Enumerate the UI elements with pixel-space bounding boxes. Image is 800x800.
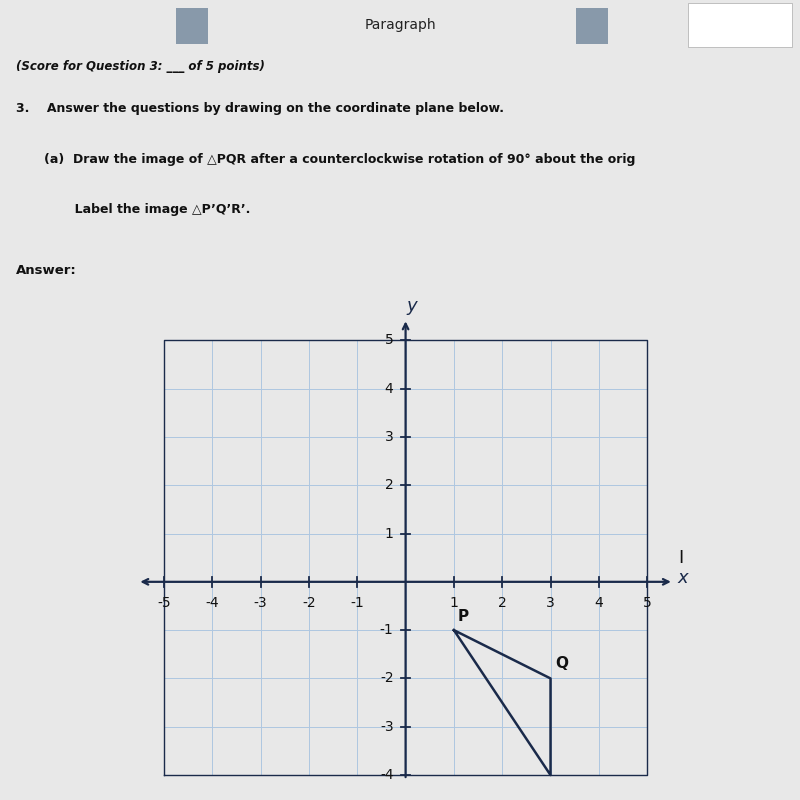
- Text: -3: -3: [254, 596, 267, 610]
- Text: 1: 1: [450, 596, 458, 610]
- Text: x: x: [677, 569, 688, 587]
- Text: (a)  Draw the image of △PQR after a counterclockwise rotation of 90° about the o: (a) Draw the image of △PQR after a count…: [44, 153, 635, 166]
- Bar: [176, 8, 208, 44]
- Text: Label the image △P’Q’R’.: Label the image △P’Q’R’.: [44, 203, 250, 216]
- Text: y: y: [406, 297, 417, 315]
- Text: -1: -1: [380, 623, 394, 637]
- Text: 4: 4: [385, 382, 394, 395]
- Text: -4: -4: [206, 596, 219, 610]
- Text: 3: 3: [546, 596, 555, 610]
- Bar: [576, 8, 608, 44]
- Text: 3.    Answer the questions by drawing on the coordinate plane below.: 3. Answer the questions by drawing on th…: [16, 102, 504, 115]
- Text: -4: -4: [380, 768, 394, 782]
- Text: -3: -3: [380, 720, 394, 734]
- Text: -5: -5: [157, 596, 171, 610]
- Text: P: P: [458, 610, 469, 624]
- Text: 5: 5: [385, 334, 394, 347]
- Text: 4: 4: [594, 596, 603, 610]
- Text: 5: 5: [642, 596, 651, 610]
- Text: 2: 2: [498, 596, 506, 610]
- Text: (Score for Question 3: ___ of 5 points): (Score for Question 3: ___ of 5 points): [16, 59, 265, 73]
- Text: -1: -1: [350, 596, 364, 610]
- Bar: [688, 2, 792, 46]
- Text: 2: 2: [385, 478, 394, 492]
- Text: -2: -2: [302, 596, 316, 610]
- Text: -2: -2: [380, 671, 394, 686]
- Text: Answer:: Answer:: [16, 264, 77, 277]
- Text: 1: 1: [385, 526, 394, 541]
- Text: I: I: [678, 549, 684, 566]
- Text: 3: 3: [385, 430, 394, 444]
- Text: Paragraph: Paragraph: [364, 18, 436, 32]
- Text: Q: Q: [555, 656, 568, 671]
